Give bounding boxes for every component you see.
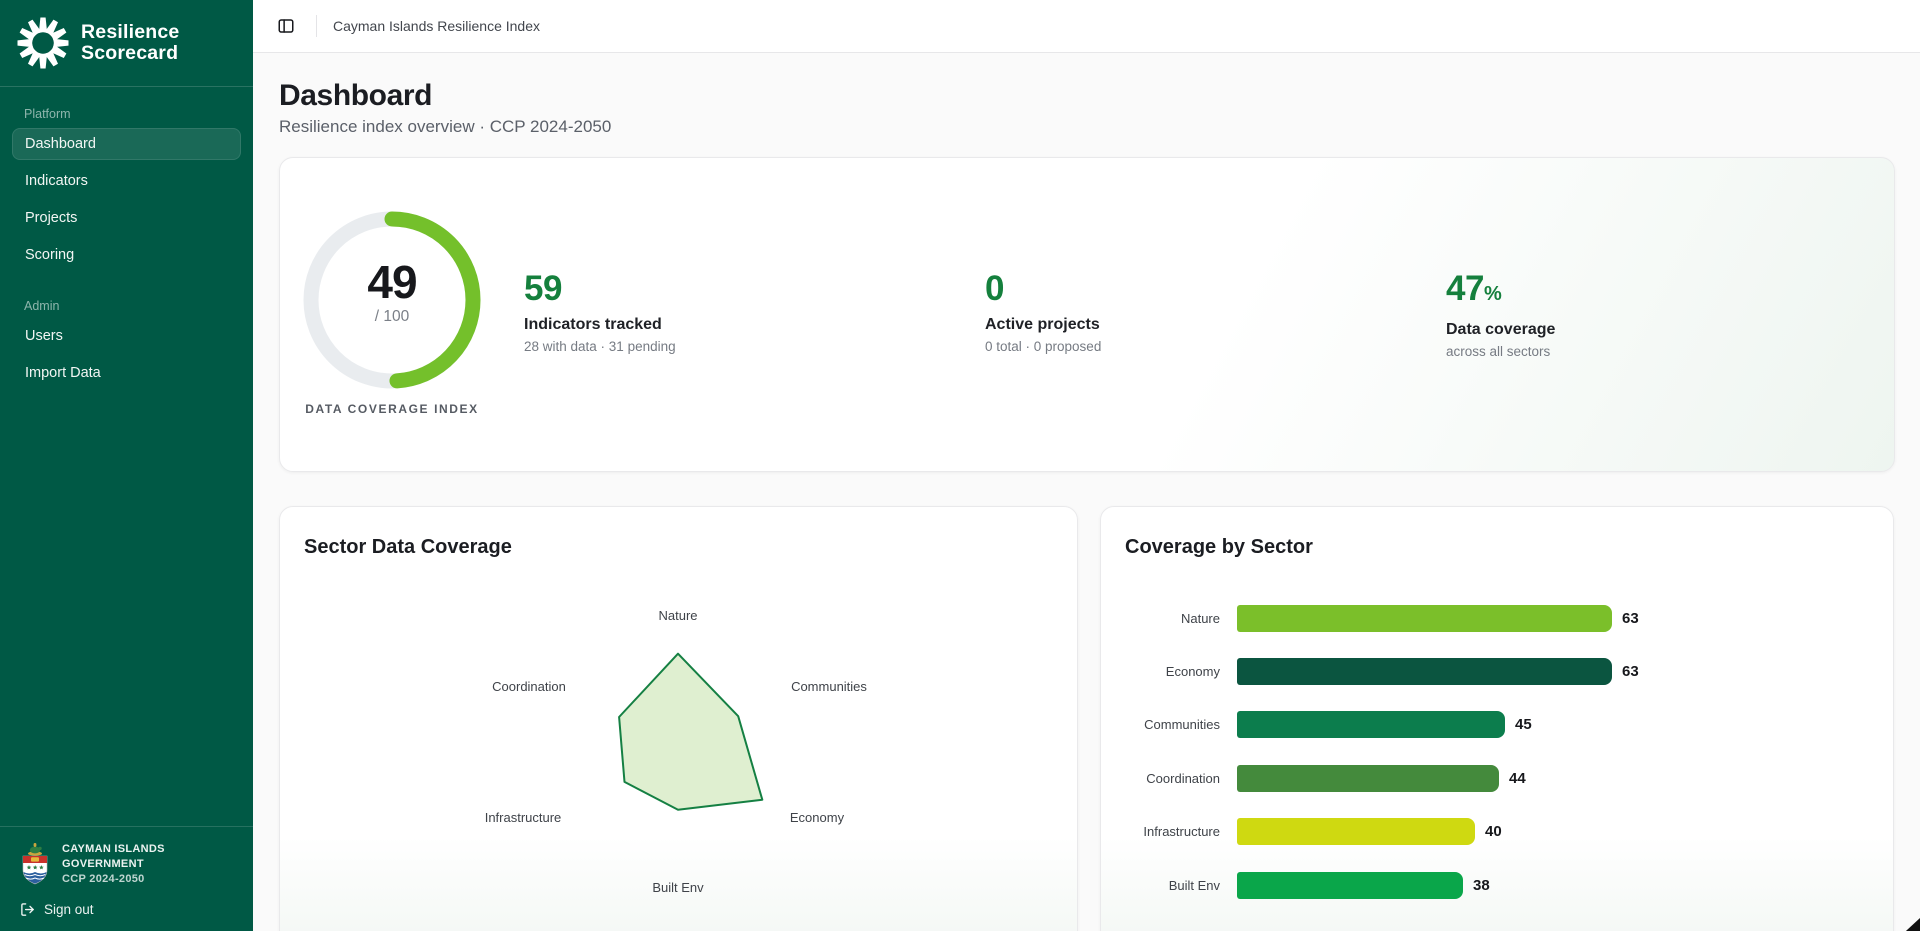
bar bbox=[1237, 818, 1475, 846]
stat-indicators-tracked: 59 Indicators tracked 28 with data · 31 … bbox=[524, 269, 676, 355]
government-org: Cayman Islands Government CCP 2024-2050 bbox=[20, 841, 233, 887]
bar bbox=[1237, 871, 1463, 899]
cayman-coat-of-arms-icon bbox=[22, 843, 48, 885]
sector-data-coverage-card: Nature Communities Economy Built Env Infrast… bbox=[279, 506, 1078, 931]
logout-icon bbox=[21, 903, 34, 916]
government-name: Cayman Islands Government bbox=[62, 842, 165, 870]
svg-text:Economy: Economy bbox=[790, 810, 845, 825]
topbar-divider bbox=[316, 15, 317, 37]
stat-label: Active projects bbox=[985, 316, 1100, 333]
sidebar-item-users[interactable]: Users bbox=[25, 328, 63, 344]
bar-category-label: Coordination bbox=[1146, 770, 1220, 786]
stat-sub: 28 with data · 31 pending bbox=[524, 339, 676, 354]
stat-value-number: 47 bbox=[1446, 269, 1484, 308]
main-area: Cayman Islands Resilience Index Dashboar… bbox=[253, 0, 1920, 931]
sidebar-item-import-data[interactable]: Import Data bbox=[25, 365, 101, 381]
bar-category-label: Economy bbox=[1165, 663, 1220, 679]
page-content: Dashboard Resilience index overview · CC… bbox=[253, 79, 1920, 931]
bar-category-label: Built Env bbox=[1168, 877, 1220, 893]
gauge-ring bbox=[303, 211, 481, 389]
radar-chart: Nature Communities Economy Built Env Infrast… bbox=[485, 608, 868, 895]
stat-value: 59 bbox=[524, 269, 562, 308]
app-name: Resilience Scorecard bbox=[81, 22, 179, 64]
sidebar-item-scoring[interactable]: Scoring bbox=[25, 247, 75, 263]
sidebar: Resilience Scorecard Platform Dashboard … bbox=[0, 0, 253, 931]
svg-text:Infrastructure: Infrastructure bbox=[485, 810, 562, 825]
sign-out-label: Sign out bbox=[44, 902, 94, 917]
stat-value: 0 bbox=[985, 269, 1004, 308]
sign-out-button[interactable]: Sign out bbox=[20, 902, 233, 917]
plan-label: CCP 2024-2050 bbox=[62, 872, 145, 885]
gauge-denominator: / 100 bbox=[374, 308, 410, 325]
bar bbox=[1237, 711, 1505, 739]
svg-text:Nature: Nature bbox=[658, 608, 697, 623]
breadcrumb-title: Cayman Islands Resilience Index bbox=[333, 18, 540, 34]
bar bbox=[1237, 764, 1499, 792]
charts-row: Nature Communities Economy Built Env Infrast… bbox=[279, 506, 1895, 931]
coverage-by-sector-card: Coverage by Sector Nature 63 Economy 63 Comm… bbox=[1100, 506, 1894, 931]
sidebar-nav: Platform Dashboard Indicators Projects S… bbox=[0, 87, 253, 394]
resilience-starburst-icon bbox=[17, 17, 69, 69]
bar-value-label: 45 bbox=[1515, 716, 1532, 734]
bar-value-label: 63 bbox=[1622, 609, 1639, 627]
svg-text:Built Env: Built Env bbox=[652, 880, 704, 895]
app-logo: Resilience Scorecard bbox=[0, 0, 253, 87]
bar-row: Infrastructure 40 bbox=[1101, 818, 1893, 846]
panel-left-icon bbox=[278, 19, 294, 33]
bar bbox=[1237, 657, 1612, 685]
bar-value-label: 63 bbox=[1622, 662, 1639, 680]
bar-row: Economy 63 bbox=[1101, 657, 1893, 685]
bar-row: Communities 45 bbox=[1101, 711, 1893, 739]
stat-active-projects: 0 Active projects 0 total · 0 proposed bbox=[985, 269, 1102, 355]
stat-label: Data coverage bbox=[1446, 321, 1556, 338]
svg-text:Communities: Communities bbox=[791, 679, 867, 694]
gauge-center-text: 49 / 100 bbox=[303, 258, 481, 326]
gauge-caption: DATA COVERAGE INDEX bbox=[305, 402, 479, 416]
stat-data-coverage: 47% Data coverage across all sectors bbox=[1446, 271, 1556, 360]
bar-value-label: 40 bbox=[1485, 823, 1502, 841]
sidebar-footer: Cayman Islands Government CCP 2024-2050 … bbox=[0, 826, 253, 931]
topbar: Cayman Islands Resilience Index bbox=[253, 0, 1920, 53]
stat-sub: across all sectors bbox=[1446, 344, 1551, 359]
app-name-line2: Scorecard bbox=[81, 42, 179, 64]
bar-value-label: 44 bbox=[1509, 769, 1526, 787]
gauge-value: 49 bbox=[367, 256, 417, 308]
bar-value-label: 38 bbox=[1473, 876, 1490, 894]
stat-value: 47% bbox=[1446, 271, 1555, 312]
bar-row: Built Env 38 bbox=[1101, 871, 1893, 899]
app-name-line1: Resilience bbox=[81, 21, 180, 43]
card-title: Coverage by Sector bbox=[1125, 536, 1313, 558]
nav-section-admin: Admin bbox=[24, 299, 60, 313]
page-subtitle: Resilience index overview · CCP 2024-205… bbox=[279, 117, 612, 136]
bar-category-label: Nature bbox=[1180, 610, 1220, 626]
stat-sub: 0 total · 0 proposed bbox=[985, 339, 1102, 354]
card-title: Sector Data Coverage bbox=[304, 536, 512, 558]
data-coverage-gauge: 49 / 100 bbox=[303, 211, 481, 389]
page-title: Dashboard bbox=[279, 79, 433, 112]
sidebar-item-dashboard[interactable]: Dashboard bbox=[12, 128, 241, 160]
sidebar-item-indicators[interactable]: Indicators bbox=[25, 173, 88, 189]
bar-category-label: Infrastructure bbox=[1143, 824, 1220, 840]
sidebar-toggle-button[interactable] bbox=[272, 12, 300, 40]
svg-text:Coordination: Coordination bbox=[492, 679, 566, 694]
stat-value-suffix: % bbox=[1483, 283, 1502, 305]
sidebar-item-projects[interactable]: Projects bbox=[25, 210, 78, 226]
bar-row: Coordination 44 bbox=[1101, 764, 1893, 792]
bar bbox=[1237, 604, 1612, 632]
government-label: Cayman Islands Government CCP 2024-2050 bbox=[62, 842, 233, 887]
nav-section-platform: Platform bbox=[24, 107, 71, 121]
stats-summary-card: 49 / 100 DATA COVERAGE INDEX 59 Indicato… bbox=[279, 157, 1895, 472]
bar-row: Nature 63 bbox=[1101, 604, 1893, 632]
bar-category-label: Communities bbox=[1144, 717, 1220, 733]
stat-label: Indicators tracked bbox=[524, 316, 662, 333]
